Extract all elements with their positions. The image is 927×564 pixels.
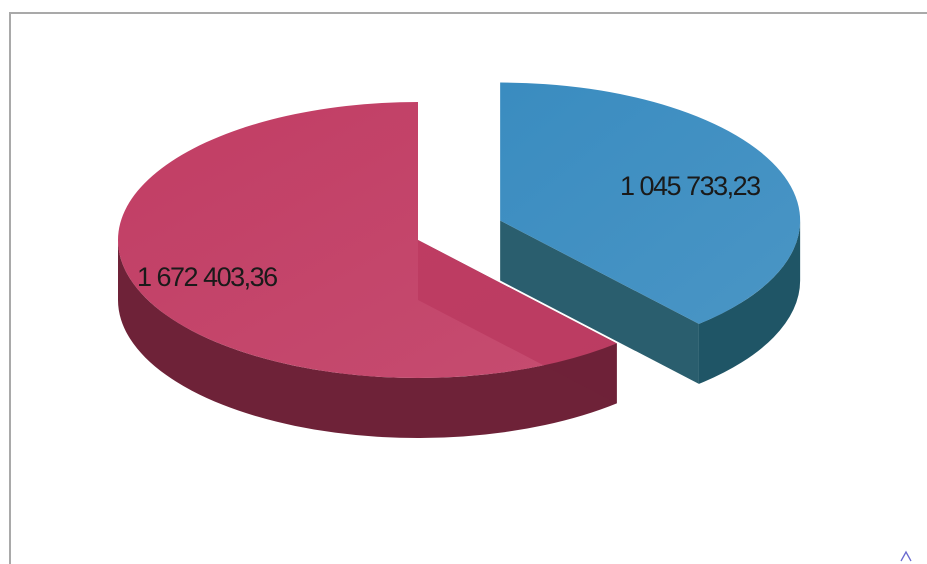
pie-slice-2 bbox=[117, 102, 617, 438]
pie-slice-2-outer-wall bbox=[118, 240, 617, 438]
pie-slice-2-top bbox=[117, 102, 617, 378]
data-label-slice-2: 1 672 403,36 bbox=[137, 262, 277, 292]
pie-slice-1-cut-wall bbox=[500, 220, 699, 384]
corner-arrow-icon bbox=[900, 550, 912, 562]
pie-slice-1-outer-wall bbox=[698, 220, 801, 384]
pie-slice-1-top bbox=[500, 82, 801, 324]
top-margin bbox=[0, 0, 927, 12]
pie-slice-1 bbox=[500, 82, 801, 384]
data-label-slice-1: 1 045 733,23 bbox=[620, 171, 760, 201]
